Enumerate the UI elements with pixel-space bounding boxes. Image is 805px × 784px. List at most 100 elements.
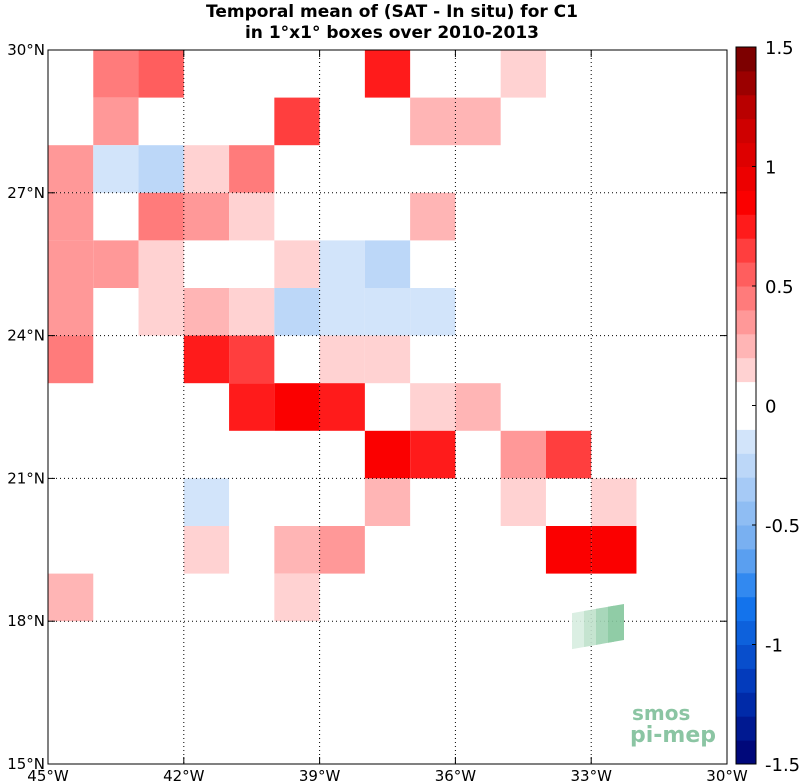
heatmap-cell xyxy=(48,240,94,288)
colorbar-swatch xyxy=(736,70,756,96)
colorbar-swatch xyxy=(736,429,756,454)
colorbar-swatch xyxy=(736,166,756,191)
colorbar-tick-label: 1 xyxy=(765,158,776,179)
colorbar-swatch xyxy=(736,142,756,167)
colorbar-swatch xyxy=(736,333,756,359)
heatmap-cell xyxy=(93,145,139,193)
cells-layer xyxy=(48,50,637,622)
heatmap-cell xyxy=(364,240,411,288)
colorbar-tick-label: -1.5 xyxy=(765,755,800,776)
colorbar-ticks: 1.5 1 0.5 0 -0.5 -1 -1.5 xyxy=(752,38,800,776)
heatmap-cell xyxy=(48,573,94,622)
chart-title-line1: Temporal mean of (SAT - In situ) for C1 xyxy=(206,2,578,22)
heatmap-cell xyxy=(364,288,411,336)
y-tick-label: 15°N xyxy=(7,755,45,773)
colorbar-swatch xyxy=(736,740,756,765)
heatmap-cell xyxy=(229,383,275,431)
heatmap-cell xyxy=(455,97,501,146)
heatmap-cell xyxy=(229,288,275,336)
colorbar-tick-label: -1 xyxy=(765,636,783,657)
x-tick-label: 42°W xyxy=(163,767,205,784)
heatmap-cell xyxy=(183,478,230,526)
heatmap-cell xyxy=(274,97,320,146)
heatmap-cell xyxy=(364,50,411,98)
colorbar-tick-label: 0 xyxy=(765,397,776,418)
heatmap-cell xyxy=(48,335,94,384)
heatmap-cell xyxy=(364,430,411,479)
logo-text-smos: smos xyxy=(632,701,690,725)
heatmap-cell xyxy=(274,288,320,336)
heatmap-cell xyxy=(591,478,637,526)
heatmap-cell xyxy=(48,145,94,193)
heatmap-cell xyxy=(48,288,94,336)
heatmap-cell xyxy=(274,383,320,431)
x-tick-label: 36°W xyxy=(435,767,477,784)
heatmap-cell xyxy=(183,145,230,193)
heatmap-cell xyxy=(274,526,320,574)
heatmap-cell xyxy=(183,192,230,241)
colorbar-swatch xyxy=(736,477,756,502)
colorbar-swatch xyxy=(736,286,756,311)
heatmap-cell xyxy=(364,478,411,526)
heatmap-cell xyxy=(138,50,184,98)
heatmap-cell xyxy=(319,383,365,431)
heatmap-cell xyxy=(591,526,637,574)
heatmap-cell xyxy=(319,288,365,336)
heatmap-cell xyxy=(274,573,320,622)
heatmap-cell xyxy=(319,526,365,574)
colorbar-tick-label: 1.5 xyxy=(765,38,794,59)
heatmap-cell xyxy=(410,97,456,146)
heatmap-cell xyxy=(93,97,139,146)
heatmap-cell xyxy=(545,526,592,574)
heatmap-cell xyxy=(319,335,365,384)
heatmap-cell xyxy=(410,430,456,479)
colorbar-swatch xyxy=(736,238,756,263)
y-tick-label: 21°N xyxy=(7,469,45,487)
x-tick-label: 39°W xyxy=(299,767,341,784)
colorbar-swatch xyxy=(736,548,756,574)
colorbar-swatch xyxy=(736,309,756,335)
heatmap-cell xyxy=(93,50,139,98)
colorbar-swatch xyxy=(736,405,756,430)
x-tick-label: 30°W xyxy=(706,767,748,784)
heatmap-cell xyxy=(500,50,546,98)
heatmap-cell xyxy=(229,145,275,193)
plot-frame xyxy=(47,49,728,765)
colorbar-swatch xyxy=(736,572,756,598)
colorbar-swatch xyxy=(736,668,756,693)
heatmap-cell xyxy=(364,335,411,384)
y-tick-label: 27°N xyxy=(7,184,45,202)
heatmap-cell xyxy=(410,383,456,431)
heatmap-cell xyxy=(455,383,501,431)
colorbar-swatch xyxy=(736,644,756,669)
y-tick-label: 24°N xyxy=(7,327,45,345)
heatmap-cell xyxy=(500,478,546,526)
colorbar-tick-label: -0.5 xyxy=(765,516,800,537)
colorbar xyxy=(735,46,757,765)
axis-ticks: 45°W 42°W 39°W 36°W 33°W 30°W 30°N 27°N 24°N 21°N… xyxy=(7,41,748,784)
logo-glyph-icon xyxy=(572,603,624,650)
x-tick-label: 45°W xyxy=(27,767,69,784)
colorbar-swatch xyxy=(736,525,756,550)
heatmap-cell xyxy=(138,145,184,193)
y-tick-label: 18°N xyxy=(7,612,45,630)
colorbar-swatch xyxy=(736,596,756,622)
heatmap-cell xyxy=(93,240,139,288)
colorbar-tick-label: 0.5 xyxy=(765,277,794,298)
colorbar-swatch xyxy=(736,692,756,717)
colorbar-swatch xyxy=(736,620,756,645)
heatmap-cell xyxy=(274,240,320,288)
heatmap-cell xyxy=(500,430,546,479)
chart-title-line2: in 1°x1° boxes over 2010-2013 xyxy=(245,23,539,43)
heatmap-cell xyxy=(138,288,184,336)
colorbar-swatch xyxy=(736,47,756,72)
colorbar-swatch xyxy=(736,94,756,120)
colorbar-swatch xyxy=(736,501,756,526)
colorbar-swatch xyxy=(736,262,756,287)
colorbar-swatch xyxy=(736,453,756,478)
y-tick-label: 30°N xyxy=(7,41,45,59)
heatmap-cell xyxy=(183,288,230,336)
heatmap-cell xyxy=(183,335,230,384)
heatmap-cell xyxy=(138,192,184,241)
